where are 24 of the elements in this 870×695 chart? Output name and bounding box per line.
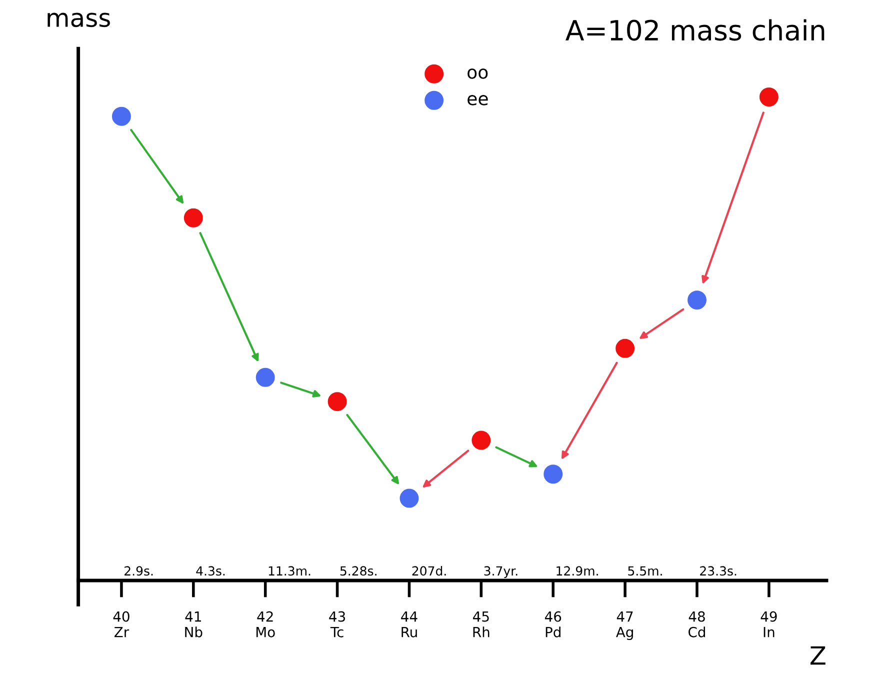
- x-tick-label: 47 Ag: [616, 611, 633, 640]
- x-tick-label: 41 Nb: [185, 611, 202, 638]
- chart-title: A=102 mass chain: [566, 19, 824, 41]
- annotation: 23.3s.: [700, 566, 736, 576]
- x-tick-label: 48 Cd: [688, 611, 705, 638]
- annotation: 4.3s.: [196, 566, 225, 576]
- x-tick-label: 45 Rh: [473, 611, 490, 638]
- y-axis-title: mass: [48, 12, 110, 28]
- x-tick-label: 43 Tc: [329, 611, 346, 638]
- x-tick-label: 49 In: [760, 611, 777, 638]
- legend-label: oo: [468, 68, 488, 79]
- x-tick-label: 40 Zr: [113, 611, 130, 638]
- annotation: 2.9s.: [124, 566, 153, 576]
- annotation: 5.28s.: [340, 566, 376, 576]
- annotation: 5.5m.: [628, 566, 662, 576]
- x-tick-label: 44 Ru: [401, 611, 418, 638]
- x-axis-title: Z: [810, 646, 826, 665]
- annotation: 207d.: [412, 566, 446, 576]
- x-tick-label: 46 Pd: [544, 611, 562, 638]
- annotation: 3.7yr.: [484, 566, 518, 578]
- x-tick-label: 42 Mo: [256, 611, 275, 638]
- legend-label: ee: [468, 95, 488, 106]
- annotation: 11.3m.: [268, 566, 310, 576]
- annotation: 12.9m.: [556, 566, 598, 576]
